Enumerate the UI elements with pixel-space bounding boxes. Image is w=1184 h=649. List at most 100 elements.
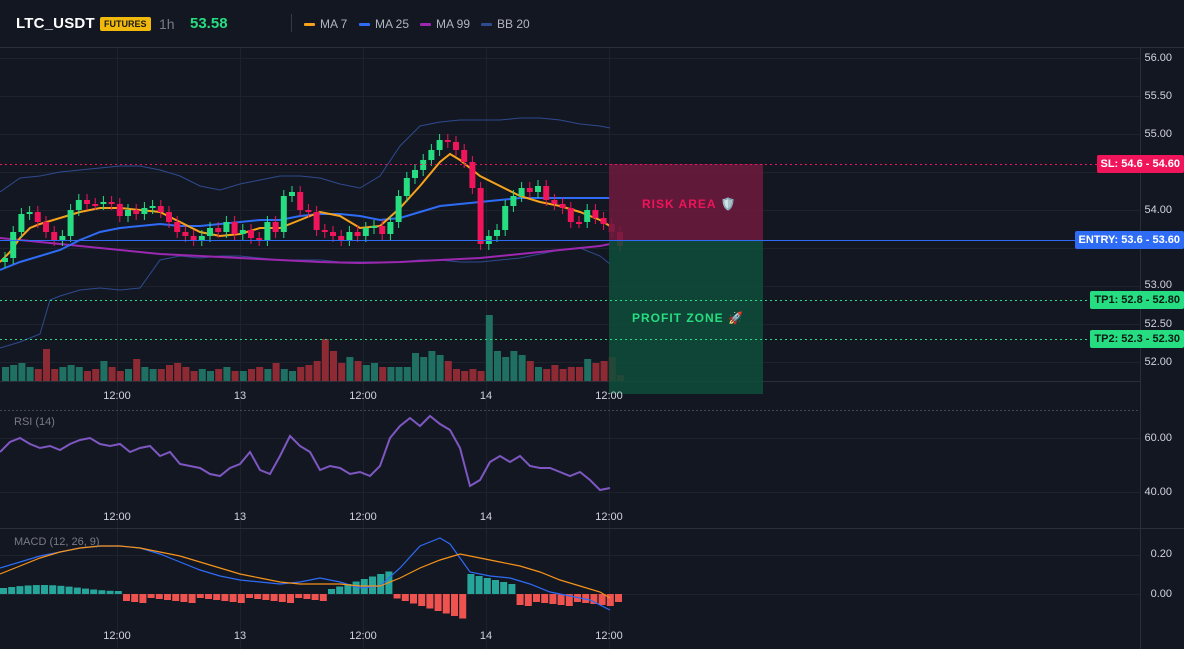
candle-body (469, 162, 476, 188)
legend-ma25[interactable]: MA 25 (359, 17, 409, 31)
volume-bar (34, 369, 42, 381)
volume-bar (444, 361, 452, 381)
macd-histogram-bar (73, 587, 81, 594)
candle-body (551, 200, 558, 204)
candle-body (387, 222, 394, 234)
legend-ma99[interactable]: MA 99 (420, 17, 470, 31)
candle-body (592, 210, 599, 218)
profit-zone[interactable] (609, 241, 763, 394)
candle-body (223, 222, 230, 232)
legend-ma25-label: MA 25 (375, 17, 410, 31)
time-axis-label: 12:00 (595, 390, 623, 402)
bb-lower-band (0, 247, 611, 349)
time-axis-label: 12:00 (103, 630, 131, 642)
legend-bb20[interactable]: BB 20 (481, 17, 530, 31)
time-axis-label: 14 (479, 630, 493, 642)
macd-histogram-bar (393, 594, 401, 599)
volume-bar (592, 363, 600, 381)
time-axis-label: 12:00 (349, 630, 377, 642)
volume-bar (207, 371, 214, 381)
volume-bar (543, 369, 551, 381)
macd-histogram-bar (8, 587, 16, 594)
volume-bar (420, 357, 428, 381)
tp2-tag[interactable]: TP2: 52.3 - 52.30 (1090, 330, 1184, 348)
entry-tag[interactable]: ENTRY: 53.6 - 53.60 (1074, 231, 1184, 249)
candle-body (371, 226, 377, 228)
macd-histogram-bar (549, 594, 557, 604)
macd-histogram-bar (336, 586, 344, 594)
candle-body (461, 150, 468, 162)
volume-bar (330, 351, 337, 381)
candle-body (10, 232, 17, 258)
candle-body (67, 210, 74, 236)
macd-histogram-bar (221, 594, 229, 601)
volume-bar (428, 351, 436, 381)
candlesticks[interactable] (2, 134, 623, 268)
candle-body (248, 230, 254, 238)
macd-histogram-bar (254, 594, 262, 599)
volume-bar (174, 363, 182, 381)
macd-histogram-bar (164, 594, 171, 600)
volume-bar (453, 369, 460, 381)
volume-bar (190, 371, 198, 381)
macd-histogram-bar (213, 594, 221, 600)
macd-histogram-bar (270, 594, 278, 601)
volume-bar (59, 367, 67, 381)
candle-body (313, 212, 320, 230)
legend-ma7[interactable]: MA 7 (304, 17, 347, 31)
macd-histogram (0, 571, 622, 619)
macd-histogram-bar (106, 590, 114, 594)
candle-body (92, 204, 99, 206)
volume-bar (526, 361, 534, 381)
macd-histogram-bar (114, 590, 122, 594)
stop-loss-tag[interactable]: SL: 54.6 - 54.60 (1096, 155, 1184, 173)
candle-body (321, 230, 328, 232)
volume-bar (231, 371, 239, 381)
candle-body (51, 232, 58, 240)
volume-bar (108, 367, 116, 381)
candle-body (289, 192, 295, 196)
volume-bar (387, 367, 395, 381)
volume-bar (239, 371, 247, 381)
volume-bar (43, 349, 50, 381)
ma7-swatch (304, 22, 315, 26)
candle-body (26, 212, 33, 214)
candle-body (403, 178, 410, 196)
candle-body (576, 222, 582, 224)
candle-body (141, 208, 148, 214)
volume-bar (321, 339, 329, 381)
candle-body (125, 210, 131, 216)
volume-bar (354, 361, 362, 381)
legend-ma7-label: MA 7 (320, 17, 348, 31)
price-axis-label: 54.00 (1144, 204, 1172, 216)
macd-histogram-bar (180, 594, 188, 602)
timeframe-selector[interactable]: 1h (159, 16, 175, 32)
volume-bar (313, 361, 321, 381)
volume-bar (51, 369, 59, 381)
symbol-name[interactable]: LTC_USDT (16, 15, 95, 32)
candle-body (444, 140, 451, 142)
macd-histogram-bar (377, 574, 385, 594)
volume-bar (264, 369, 272, 381)
macd-histogram-bar (90, 589, 98, 594)
macd-histogram-bar (533, 594, 540, 602)
tp1-tag[interactable]: TP1: 52.8 - 52.80 (1090, 291, 1184, 309)
macd-histogram-bar (319, 594, 327, 601)
macd-histogram-bar (410, 594, 417, 604)
macd-histogram-bar (303, 594, 311, 599)
volume-bar (510, 351, 518, 381)
ma25-swatch (359, 22, 370, 26)
volume-bar (477, 371, 485, 381)
volume-bar (551, 365, 559, 381)
candle-body (231, 222, 238, 234)
volume-bar (346, 357, 354, 381)
time-axis-label: 14 (479, 511, 493, 523)
candle-body (149, 206, 156, 208)
candle-body (215, 228, 222, 232)
bb20-swatch (481, 22, 492, 26)
risk-area-zone[interactable] (609, 164, 763, 241)
macd-histogram-bar (57, 585, 65, 594)
macd-histogram-bar (311, 594, 319, 600)
price-axis-label: 55.00 (1144, 128, 1172, 140)
